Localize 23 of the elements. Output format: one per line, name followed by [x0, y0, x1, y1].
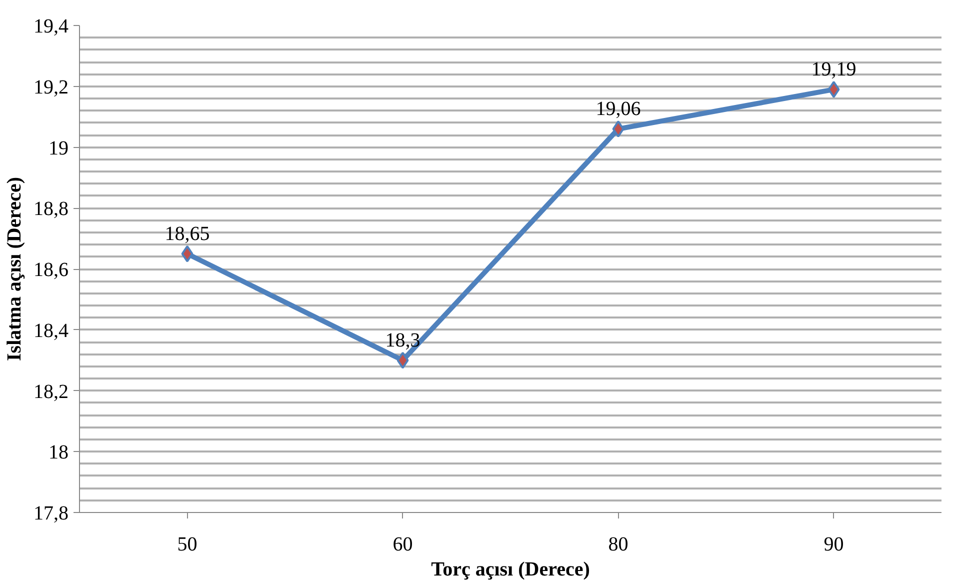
data-label: 18,3	[385, 329, 420, 352]
x-tick-label: 60	[392, 534, 413, 556]
y-tick-label: 17,8	[34, 502, 68, 524]
point	[396, 352, 409, 369]
x-tick-label: 90	[824, 534, 844, 556]
data-label: 19,19	[811, 58, 856, 80]
x-axis-title: Torç açısı (Derece)	[431, 558, 590, 580]
y-tick-label: 18	[48, 442, 68, 464]
y-tick-label: 18,6	[34, 259, 68, 281]
y-tick-label: 19,4	[34, 16, 68, 38]
y-tick-label: 18,2	[34, 380, 68, 403]
x-tick-label: 80	[608, 534, 628, 556]
y-tick-label: 18,4	[34, 320, 68, 342]
data-label: 19,06	[596, 98, 641, 120]
y-tick-label: 18,8	[34, 198, 68, 220]
point	[828, 80, 840, 98]
y-tick-label: 19	[48, 137, 68, 160]
x-tick-label: 50	[177, 534, 198, 556]
y-tick-label: 19,2	[34, 76, 68, 98]
point	[181, 245, 194, 262]
data-label: 18,65	[164, 222, 210, 245]
y-axis-title: Islatma açısı (Derece)	[4, 176, 26, 361]
point	[612, 120, 624, 138]
